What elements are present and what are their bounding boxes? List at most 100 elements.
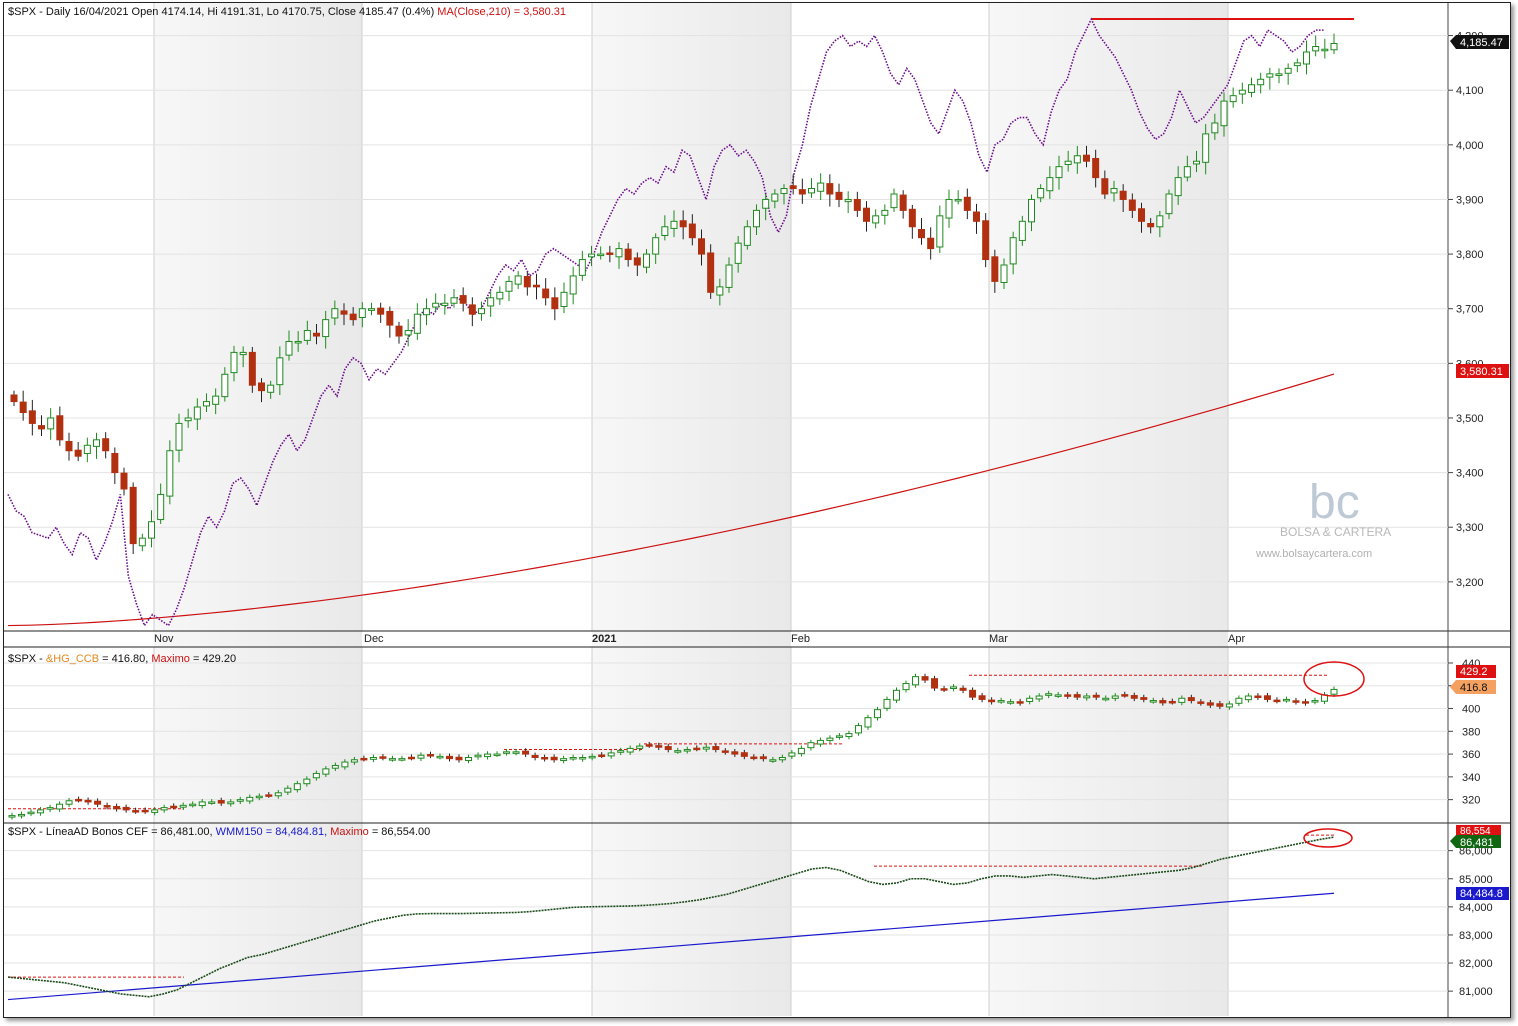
copper-candle <box>1016 698 1024 706</box>
copper-body <box>1282 698 1290 702</box>
copper-body <box>845 733 853 738</box>
bonds-tick-label: 86,000 <box>1459 846 1493 858</box>
copper-candle <box>912 673 920 688</box>
candle <box>120 467 128 496</box>
candle-body <box>1321 48 1329 52</box>
candle-body <box>1284 67 1292 74</box>
copper-body <box>122 806 130 811</box>
candle <box>533 273 540 300</box>
chart-canvas: bc BOLSA & CARTERA www.bolsaycartera.com… <box>4 3 1510 1017</box>
candle <box>1248 77 1255 98</box>
copper-body <box>445 755 453 760</box>
candle <box>203 393 210 412</box>
copper-candle <box>721 748 729 755</box>
candle-body <box>817 182 825 192</box>
candle-body <box>1238 89 1246 95</box>
copper-body <box>588 755 596 759</box>
candle-body <box>661 226 669 237</box>
copper-body <box>883 698 891 709</box>
copper-candle <box>1064 692 1072 699</box>
candle-body <box>120 472 128 490</box>
copper-body <box>1197 701 1205 704</box>
candle <box>294 331 302 352</box>
candle-body <box>496 291 504 300</box>
candle <box>1183 155 1191 182</box>
candle-body <box>615 248 623 258</box>
candle-body <box>1009 237 1017 265</box>
candle-body <box>441 302 449 306</box>
copper-body <box>455 756 463 761</box>
bonds-highlight-ellipse <box>1303 828 1353 848</box>
copper-candle <box>1282 696 1290 703</box>
candle <box>166 440 174 505</box>
candle <box>395 321 403 344</box>
price-tick-label: 3,500 <box>1456 413 1484 425</box>
bonds-tick-label: 81,000 <box>1459 986 1493 998</box>
copper-candle <box>864 714 872 730</box>
candle-body <box>138 537 146 547</box>
copper-body <box>18 813 26 817</box>
price-tick-label: 4,100 <box>1456 85 1484 97</box>
copper-candle <box>426 751 434 759</box>
candle <box>1119 184 1127 213</box>
candle-body <box>945 198 953 219</box>
copper-body <box>132 810 140 813</box>
candle-body <box>899 194 907 211</box>
candle-body <box>588 253 595 258</box>
candle-body <box>1211 122 1219 134</box>
bonds-tick-label: 84,000 <box>1459 902 1493 914</box>
copper-body <box>1130 695 1138 699</box>
copper-body <box>170 805 178 809</box>
copper-body <box>988 699 996 703</box>
candle <box>487 291 495 317</box>
copper-body <box>1206 702 1214 706</box>
copper-body <box>484 753 492 758</box>
candle <box>973 203 980 234</box>
candle <box>835 183 843 208</box>
copper-body <box>46 807 54 810</box>
copper-candle <box>503 748 511 756</box>
copper-candle <box>1301 698 1309 706</box>
candle <box>670 210 678 238</box>
month-label-nov: Nov <box>154 633 174 645</box>
candle-body <box>83 444 91 454</box>
candle <box>496 286 504 305</box>
copper-body <box>407 756 415 760</box>
copper-body <box>826 737 834 741</box>
copper-body <box>236 799 244 802</box>
copper-candle <box>341 759 349 770</box>
copper-body <box>712 746 720 751</box>
candle-body <box>798 189 806 195</box>
copper-body <box>1263 695 1271 700</box>
copper-body <box>873 709 881 719</box>
candle <box>762 193 770 221</box>
candle-body <box>331 308 339 319</box>
candle <box>47 408 55 440</box>
copper-tick-label: 400 <box>1462 704 1480 716</box>
candle-body <box>1037 188 1045 199</box>
copper-body <box>750 756 758 760</box>
copper-body <box>341 761 349 768</box>
copper-candle <box>569 754 577 761</box>
copper-candle <box>1130 692 1138 702</box>
copper-candle <box>950 684 958 692</box>
candle <box>863 201 870 232</box>
copper-header-prefix: $SPX - <box>8 653 46 665</box>
price-tick-label: 3,800 <box>1456 249 1484 261</box>
copper-body <box>1140 697 1148 700</box>
copper-candle <box>693 745 701 752</box>
candle <box>193 398 201 430</box>
copper-candle <box>1244 693 1252 703</box>
candle-body <box>771 193 779 202</box>
copper-body <box>217 800 225 804</box>
candle-body <box>1083 154 1090 162</box>
bonds-header-max-value: = 86,554.00 <box>369 826 430 838</box>
copper-candle <box>1026 695 1034 705</box>
copper-body <box>931 678 939 689</box>
copper-candle <box>208 799 216 805</box>
copper-candle <box>322 766 330 777</box>
copper-candle <box>179 802 187 811</box>
bonds-y-axis: 81,000 82,000 83,000 84,000 85,000 86,000 <box>1448 846 1493 998</box>
candle-body <box>1193 160 1200 165</box>
candle-body <box>1275 73 1283 76</box>
